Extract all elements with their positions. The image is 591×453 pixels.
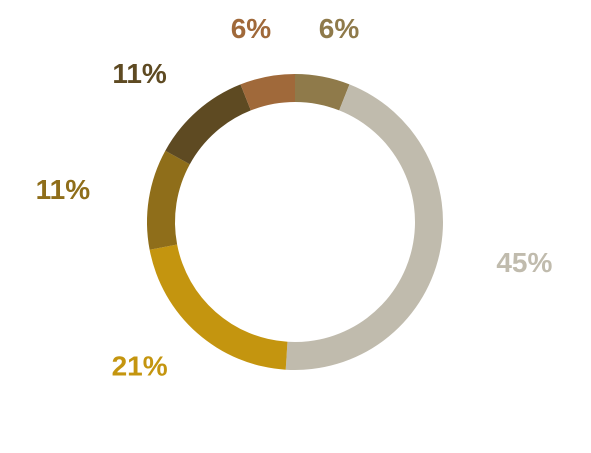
data-label: 11% bbox=[112, 58, 167, 89]
donut-segment bbox=[147, 150, 190, 250]
data-label: 6% bbox=[319, 13, 360, 44]
donut-segment bbox=[240, 74, 295, 111]
donut-segment bbox=[149, 244, 288, 370]
donut-segment bbox=[295, 74, 350, 111]
donut-segment bbox=[165, 84, 251, 165]
data-label: 6% bbox=[231, 13, 272, 44]
donut-segment bbox=[285, 84, 443, 371]
data-label: 45% bbox=[496, 247, 552, 278]
data-label: 11% bbox=[36, 174, 91, 205]
data-label: 21% bbox=[112, 351, 168, 382]
